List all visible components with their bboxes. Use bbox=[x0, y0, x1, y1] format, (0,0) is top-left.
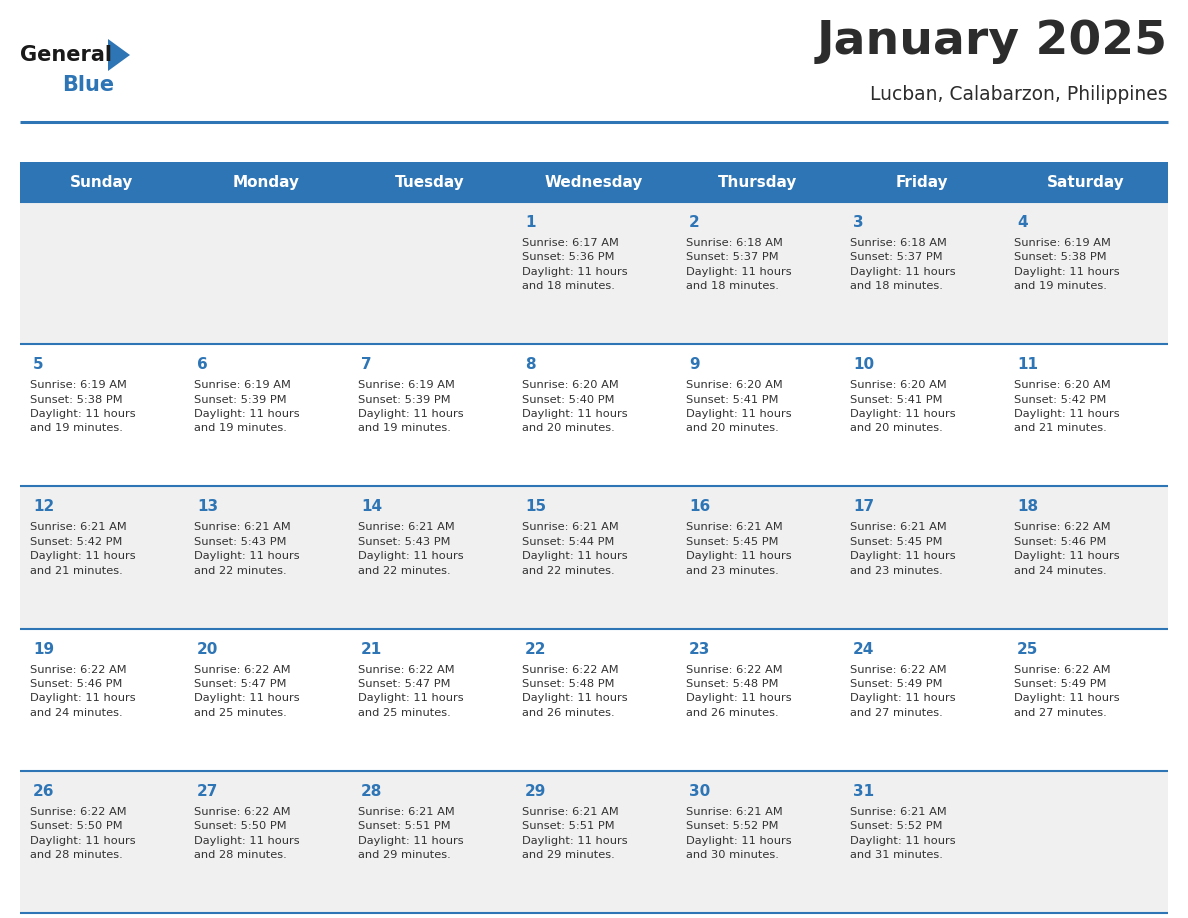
Text: 4: 4 bbox=[1017, 215, 1028, 230]
Text: 6: 6 bbox=[197, 357, 208, 372]
Text: Sunrise: 6:21 AM
Sunset: 5:45 PM
Daylight: 11 hours
and 23 minutes.: Sunrise: 6:21 AM Sunset: 5:45 PM Dayligh… bbox=[685, 522, 791, 576]
Text: Sunrise: 6:21 AM
Sunset: 5:43 PM
Daylight: 11 hours
and 22 minutes.: Sunrise: 6:21 AM Sunset: 5:43 PM Dayligh… bbox=[358, 522, 463, 576]
Text: 10: 10 bbox=[853, 357, 874, 372]
Text: Sunrise: 6:19 AM
Sunset: 5:38 PM
Daylight: 11 hours
and 19 minutes.: Sunrise: 6:19 AM Sunset: 5:38 PM Dayligh… bbox=[1015, 238, 1119, 291]
Text: General: General bbox=[20, 45, 112, 65]
Text: 5: 5 bbox=[33, 357, 44, 372]
Text: Sunrise: 6:22 AM
Sunset: 5:47 PM
Daylight: 11 hours
and 25 minutes.: Sunrise: 6:22 AM Sunset: 5:47 PM Dayligh… bbox=[358, 665, 463, 718]
Text: Sunrise: 6:19 AM
Sunset: 5:38 PM
Daylight: 11 hours
and 19 minutes.: Sunrise: 6:19 AM Sunset: 5:38 PM Dayligh… bbox=[30, 380, 135, 433]
Text: Sunrise: 6:20 AM
Sunset: 5:40 PM
Daylight: 11 hours
and 20 minutes.: Sunrise: 6:20 AM Sunset: 5:40 PM Dayligh… bbox=[522, 380, 627, 433]
Text: Sunrise: 6:19 AM
Sunset: 5:39 PM
Daylight: 11 hours
and 19 minutes.: Sunrise: 6:19 AM Sunset: 5:39 PM Dayligh… bbox=[358, 380, 463, 433]
Text: Blue: Blue bbox=[62, 75, 114, 95]
Bar bbox=[20, 344, 1168, 487]
Text: Sunrise: 6:22 AM
Sunset: 5:46 PM
Daylight: 11 hours
and 24 minutes.: Sunrise: 6:22 AM Sunset: 5:46 PM Dayligh… bbox=[30, 665, 135, 718]
Text: Sunrise: 6:22 AM
Sunset: 5:49 PM
Daylight: 11 hours
and 27 minutes.: Sunrise: 6:22 AM Sunset: 5:49 PM Dayligh… bbox=[849, 665, 955, 718]
Text: Friday: Friday bbox=[896, 174, 948, 189]
Polygon shape bbox=[108, 39, 129, 71]
Text: 22: 22 bbox=[525, 642, 546, 656]
Text: Wednesday: Wednesday bbox=[545, 174, 643, 189]
Bar bbox=[20, 771, 1168, 913]
Text: 21: 21 bbox=[361, 642, 383, 656]
Text: Sunrise: 6:22 AM
Sunset: 5:49 PM
Daylight: 11 hours
and 27 minutes.: Sunrise: 6:22 AM Sunset: 5:49 PM Dayligh… bbox=[1015, 665, 1119, 718]
Bar bbox=[20, 202, 1168, 344]
Text: Sunrise: 6:22 AM
Sunset: 5:46 PM
Daylight: 11 hours
and 24 minutes.: Sunrise: 6:22 AM Sunset: 5:46 PM Dayligh… bbox=[1015, 522, 1119, 576]
Text: 31: 31 bbox=[853, 784, 874, 799]
Text: Sunrise: 6:20 AM
Sunset: 5:41 PM
Daylight: 11 hours
and 20 minutes.: Sunrise: 6:20 AM Sunset: 5:41 PM Dayligh… bbox=[685, 380, 791, 433]
Text: Sunrise: 6:22 AM
Sunset: 5:48 PM
Daylight: 11 hours
and 26 minutes.: Sunrise: 6:22 AM Sunset: 5:48 PM Dayligh… bbox=[685, 665, 791, 718]
Text: January 2025: January 2025 bbox=[817, 19, 1168, 64]
Text: Sunrise: 6:21 AM
Sunset: 5:52 PM
Daylight: 11 hours
and 31 minutes.: Sunrise: 6:21 AM Sunset: 5:52 PM Dayligh… bbox=[849, 807, 955, 860]
Text: Sunrise: 6:22 AM
Sunset: 5:47 PM
Daylight: 11 hours
and 25 minutes.: Sunrise: 6:22 AM Sunset: 5:47 PM Dayligh… bbox=[194, 665, 299, 718]
Text: Sunrise: 6:18 AM
Sunset: 5:37 PM
Daylight: 11 hours
and 18 minutes.: Sunrise: 6:18 AM Sunset: 5:37 PM Dayligh… bbox=[685, 238, 791, 291]
Text: Sunday: Sunday bbox=[70, 174, 134, 189]
Text: Thursday: Thursday bbox=[719, 174, 797, 189]
Text: Sunrise: 6:21 AM
Sunset: 5:44 PM
Daylight: 11 hours
and 22 minutes.: Sunrise: 6:21 AM Sunset: 5:44 PM Dayligh… bbox=[522, 522, 627, 576]
Text: 19: 19 bbox=[33, 642, 55, 656]
Text: 8: 8 bbox=[525, 357, 536, 372]
Text: 14: 14 bbox=[361, 499, 383, 514]
Text: Sunrise: 6:20 AM
Sunset: 5:42 PM
Daylight: 11 hours
and 21 minutes.: Sunrise: 6:20 AM Sunset: 5:42 PM Dayligh… bbox=[1015, 380, 1119, 433]
Text: 24: 24 bbox=[853, 642, 874, 656]
Text: 16: 16 bbox=[689, 499, 710, 514]
Text: Sunrise: 6:20 AM
Sunset: 5:41 PM
Daylight: 11 hours
and 20 minutes.: Sunrise: 6:20 AM Sunset: 5:41 PM Dayligh… bbox=[849, 380, 955, 433]
Text: Sunrise: 6:21 AM
Sunset: 5:51 PM
Daylight: 11 hours
and 29 minutes.: Sunrise: 6:21 AM Sunset: 5:51 PM Dayligh… bbox=[522, 807, 627, 860]
Text: 13: 13 bbox=[197, 499, 219, 514]
Text: 25: 25 bbox=[1017, 642, 1038, 656]
Text: 30: 30 bbox=[689, 784, 710, 799]
Text: 17: 17 bbox=[853, 499, 874, 514]
Text: Sunrise: 6:21 AM
Sunset: 5:45 PM
Daylight: 11 hours
and 23 minutes.: Sunrise: 6:21 AM Sunset: 5:45 PM Dayligh… bbox=[849, 522, 955, 576]
Text: Sunrise: 6:18 AM
Sunset: 5:37 PM
Daylight: 11 hours
and 18 minutes.: Sunrise: 6:18 AM Sunset: 5:37 PM Dayligh… bbox=[849, 238, 955, 291]
Text: 15: 15 bbox=[525, 499, 546, 514]
Text: 9: 9 bbox=[689, 357, 700, 372]
Text: 1: 1 bbox=[525, 215, 536, 230]
Text: Sunrise: 6:21 AM
Sunset: 5:51 PM
Daylight: 11 hours
and 29 minutes.: Sunrise: 6:21 AM Sunset: 5:51 PM Dayligh… bbox=[358, 807, 463, 860]
Text: 27: 27 bbox=[197, 784, 219, 799]
Text: Sunrise: 6:19 AM
Sunset: 5:39 PM
Daylight: 11 hours
and 19 minutes.: Sunrise: 6:19 AM Sunset: 5:39 PM Dayligh… bbox=[194, 380, 299, 433]
Text: 28: 28 bbox=[361, 784, 383, 799]
Text: Tuesday: Tuesday bbox=[396, 174, 465, 189]
Text: 7: 7 bbox=[361, 357, 372, 372]
Text: Saturday: Saturday bbox=[1047, 174, 1125, 189]
Text: Sunrise: 6:21 AM
Sunset: 5:42 PM
Daylight: 11 hours
and 21 minutes.: Sunrise: 6:21 AM Sunset: 5:42 PM Dayligh… bbox=[30, 522, 135, 576]
Text: 26: 26 bbox=[33, 784, 55, 799]
Text: Sunrise: 6:17 AM
Sunset: 5:36 PM
Daylight: 11 hours
and 18 minutes.: Sunrise: 6:17 AM Sunset: 5:36 PM Dayligh… bbox=[522, 238, 627, 291]
Text: Lucban, Calabarzon, Philippines: Lucban, Calabarzon, Philippines bbox=[871, 85, 1168, 105]
Text: 23: 23 bbox=[689, 642, 710, 656]
Bar bbox=[20, 487, 1168, 629]
Text: 20: 20 bbox=[197, 642, 219, 656]
Text: Monday: Monday bbox=[233, 174, 299, 189]
Text: 12: 12 bbox=[33, 499, 55, 514]
Text: Sunrise: 6:22 AM
Sunset: 5:50 PM
Daylight: 11 hours
and 28 minutes.: Sunrise: 6:22 AM Sunset: 5:50 PM Dayligh… bbox=[194, 807, 299, 860]
Bar bbox=[20, 629, 1168, 771]
Text: 2: 2 bbox=[689, 215, 700, 230]
Text: Sunrise: 6:21 AM
Sunset: 5:52 PM
Daylight: 11 hours
and 30 minutes.: Sunrise: 6:21 AM Sunset: 5:52 PM Dayligh… bbox=[685, 807, 791, 860]
Text: Sunrise: 6:22 AM
Sunset: 5:48 PM
Daylight: 11 hours
and 26 minutes.: Sunrise: 6:22 AM Sunset: 5:48 PM Dayligh… bbox=[522, 665, 627, 718]
Text: 29: 29 bbox=[525, 784, 546, 799]
Text: Sunrise: 6:22 AM
Sunset: 5:50 PM
Daylight: 11 hours
and 28 minutes.: Sunrise: 6:22 AM Sunset: 5:50 PM Dayligh… bbox=[30, 807, 135, 860]
Text: 11: 11 bbox=[1017, 357, 1038, 372]
Text: 3: 3 bbox=[853, 215, 864, 230]
Text: Sunrise: 6:21 AM
Sunset: 5:43 PM
Daylight: 11 hours
and 22 minutes.: Sunrise: 6:21 AM Sunset: 5:43 PM Dayligh… bbox=[194, 522, 299, 576]
Bar bbox=[20, 162, 1168, 202]
Text: 18: 18 bbox=[1017, 499, 1038, 514]
